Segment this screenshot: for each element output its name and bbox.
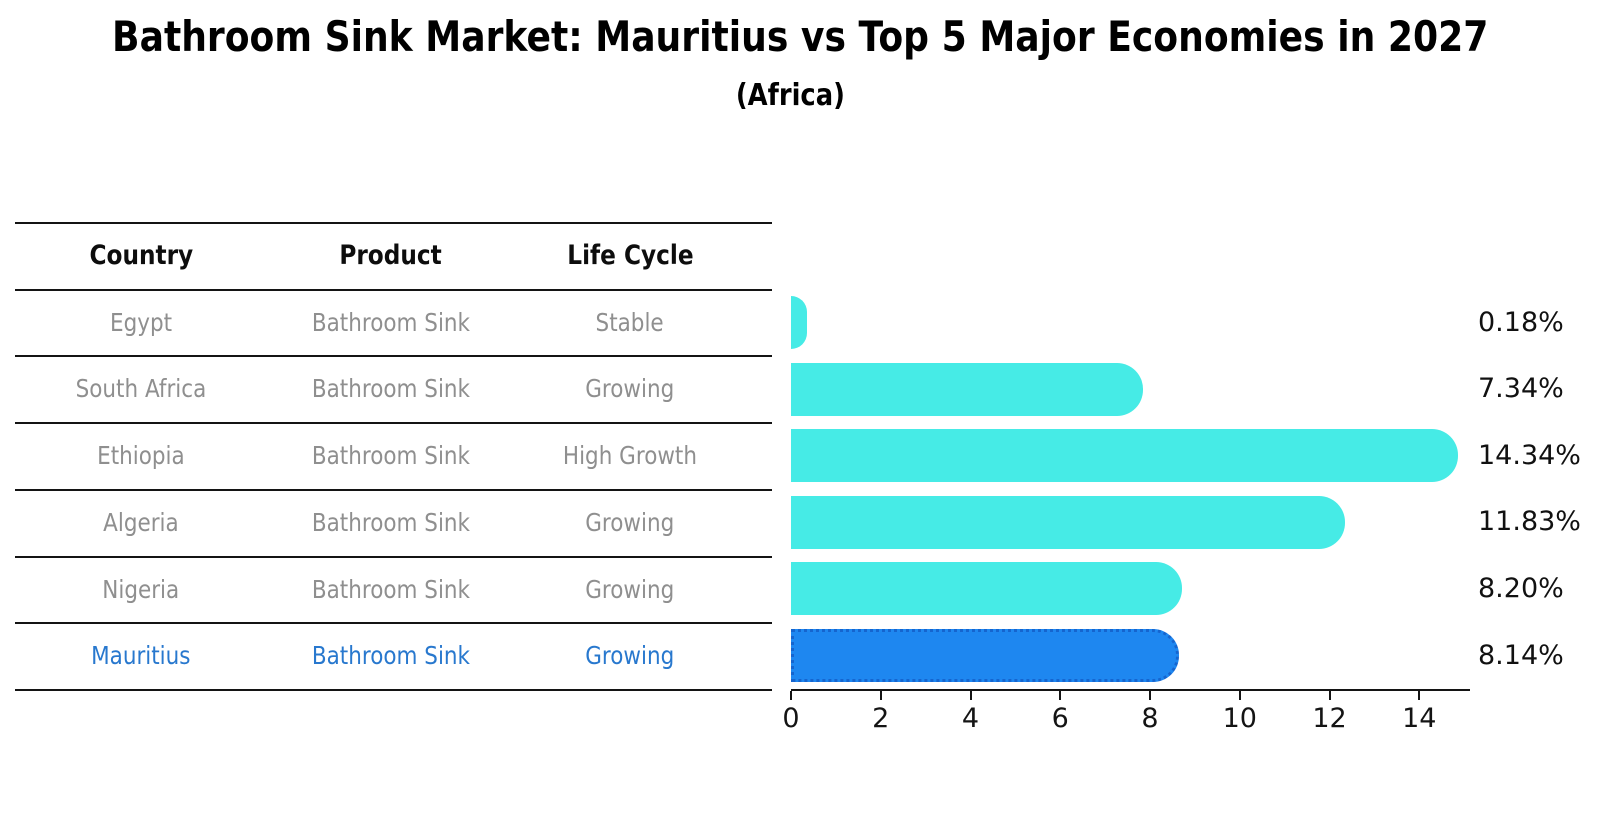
bar-algeria — [791, 495, 1345, 549]
table-cell-life-cycle: Growing — [515, 374, 745, 403]
bar-value-label-south-africa: 7.34% — [1478, 373, 1564, 405]
bar-nigeria — [791, 562, 1182, 616]
bar-value-label-nigeria: 8.20% — [1478, 572, 1564, 604]
table-cell-country: Ethiopia — [15, 441, 267, 470]
table-cell-product: Bathroom Sink — [267, 441, 515, 470]
chart-subtitle: (Africa) — [0, 78, 1580, 113]
table-cell-life-cycle-text: Growing — [585, 374, 675, 404]
table-header-country: Country — [15, 240, 267, 271]
table-row-divider — [15, 288, 772, 291]
table-row-divider — [15, 355, 772, 358]
table-cell-life-cycle-text: Growing — [585, 507, 675, 537]
table-header-row: Country Product Life Cycle — [15, 222, 772, 289]
x-tick-mark — [1059, 691, 1062, 700]
table-header-product: Product — [267, 240, 515, 271]
bar-value-label-egypt: 0.18% — [1478, 306, 1564, 338]
table-cell-country-text: Nigeria — [102, 574, 180, 604]
table-row-mauritius: Mauritius Bathroom Sink Growing — [15, 622, 772, 689]
x-tick-mark — [969, 691, 972, 700]
table-cell-life-cycle-text: Stable — [595, 307, 665, 337]
bar-south-africa — [791, 362, 1144, 416]
x-axis-line — [791, 689, 1470, 691]
table-cell-country-text: Algeria — [103, 507, 179, 537]
table-row-divider — [15, 488, 772, 491]
table-cell-life-cycle: Growing — [515, 641, 745, 670]
bar-mauritius — [791, 629, 1180, 682]
table-cell-product: Bathroom Sink — [267, 308, 515, 337]
table-row-divider — [15, 555, 772, 558]
x-tick-mark — [1418, 691, 1421, 700]
bar-value-label-mauritius: 8.14% — [1478, 639, 1564, 671]
bar-egypt — [791, 296, 808, 349]
table-cell-product: Bathroom Sink — [267, 508, 515, 537]
x-tick-label: 6 — [1051, 703, 1069, 734]
table-cell-product: Bathroom Sink — [267, 641, 515, 670]
table-header-life-cycle-text: Life Cycle — [566, 240, 694, 271]
table-cell-country-text: Mauritius — [91, 641, 191, 671]
table-cell-product-text: Bathroom Sink — [311, 641, 471, 671]
table-cell-product-text: Bathroom Sink — [311, 307, 471, 337]
x-tick-label: 0 — [782, 703, 800, 734]
table-cell-life-cycle: Stable — [515, 308, 745, 337]
table-cell-life-cycle: High Growth — [515, 441, 745, 470]
table-cell-country-text: Ethiopia — [97, 441, 185, 471]
table-row-divider — [15, 422, 772, 425]
table-row-south-africa: South Africa Bathroom Sink Growing — [15, 355, 772, 422]
table-cell-country: Algeria — [15, 508, 267, 537]
table-cell-product: Bathroom Sink — [267, 374, 515, 403]
table-header-life-cycle: Life Cycle — [515, 240, 745, 271]
x-tick-label: 4 — [961, 703, 980, 734]
table-cell-product-text: Bathroom Sink — [311, 441, 471, 471]
x-tick-label: 2 — [872, 703, 890, 734]
table-row-algeria: Algeria Bathroom Sink Growing — [15, 489, 772, 556]
table-header-product-text: Product — [339, 240, 443, 271]
x-tick-label: 14 — [1402, 703, 1437, 734]
table-cell-product-text: Bathroom Sink — [311, 574, 471, 604]
table-row-egypt: Egypt Bathroom Sink Stable — [15, 289, 772, 356]
table-row-divider — [15, 222, 772, 224]
table-cell-country: South Africa — [15, 374, 267, 403]
table-header-country-text: Country — [89, 240, 193, 271]
chart-subtitle-text: (Africa) — [735, 78, 845, 113]
x-tick-label: 10 — [1222, 703, 1257, 734]
table-cell-country-text: South Africa — [75, 374, 207, 404]
table-cell-country: Mauritius — [15, 641, 267, 670]
table-row-divider — [15, 622, 772, 625]
table-cell-country: Egypt — [15, 308, 267, 337]
table-row-ethiopia: Ethiopia Bathroom Sink High Growth — [15, 422, 772, 489]
table-cell-life-cycle: Growing — [515, 575, 745, 604]
x-tick-mark — [1328, 691, 1331, 700]
x-tick-label: 8 — [1141, 703, 1159, 734]
table-row-divider — [15, 688, 772, 691]
x-tick-label: 12 — [1312, 703, 1347, 734]
table-cell-country: Nigeria — [15, 575, 267, 604]
bar-value-label-algeria: 11.83% — [1478, 506, 1581, 538]
table-cell-product-text: Bathroom Sink — [311, 374, 471, 404]
table-cell-life-cycle-text: Growing — [585, 574, 675, 604]
x-tick-mark — [879, 691, 882, 700]
table-cell-life-cycle-text: High Growth — [562, 441, 698, 471]
x-tick-mark — [1238, 691, 1241, 700]
table-cell-product-text: Bathroom Sink — [311, 507, 471, 537]
table-cell-life-cycle: Growing — [515, 508, 745, 537]
x-tick-mark — [790, 691, 792, 700]
table-cell-product: Bathroom Sink — [267, 575, 515, 604]
table-cell-country-text: Egypt — [109, 307, 173, 337]
table-row-nigeria: Nigeria Bathroom Sink Growing — [15, 556, 772, 623]
chart-title: Bathroom Sink Market: Mauritius vs Top 5… — [0, 12, 1580, 61]
table-cell-life-cycle-text: Growing — [585, 641, 675, 671]
x-tick-mark — [1149, 691, 1152, 700]
bar-value-label-ethiopia: 14.34% — [1478, 439, 1581, 471]
chart-title-text: Bathroom Sink Market: Mauritius vs Top 5… — [112, 12, 1489, 61]
bar-ethiopia — [791, 429, 1458, 483]
